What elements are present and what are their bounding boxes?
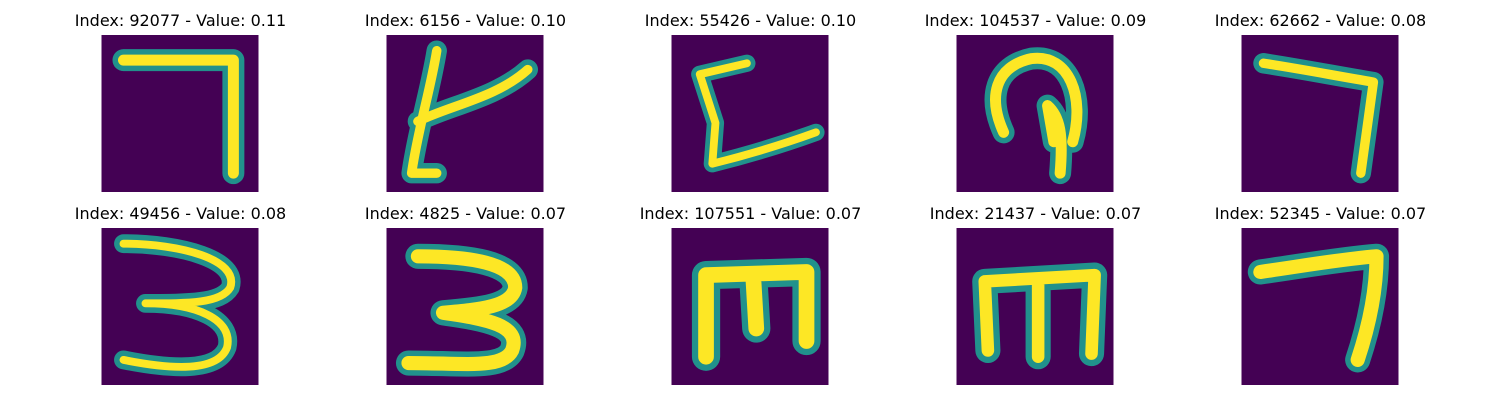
handwritten-3-glyph-icon xyxy=(386,228,544,385)
panel-2: Index: 6156 - Value: 0.10 xyxy=(323,0,608,192)
panel-title: Index: 55426 - Value: 0.10 xyxy=(644,11,857,30)
panel-1: Index: 92077 - Value: 0.11 xyxy=(38,0,323,192)
handwritten-c-like-glyph-icon xyxy=(671,35,829,192)
panel-10: Index: 52345 - Value: 0.07 xyxy=(1178,193,1463,385)
handwritten-m-glyph-icon xyxy=(671,228,829,385)
handwritten-7-glyph-icon xyxy=(1241,35,1399,192)
panel-title: Index: 6156 - Value: 0.10 xyxy=(364,11,567,30)
panel-title: Index: 104537 - Value: 0.09 xyxy=(924,11,1147,30)
panel-4: Index: 104537 - Value: 0.09 xyxy=(893,0,1178,192)
panel-3: Index: 55426 - Value: 0.10 xyxy=(608,0,893,192)
panel-5: Index: 62662 - Value: 0.08 xyxy=(1178,0,1463,192)
panel-title: Index: 21437 - Value: 0.07 xyxy=(929,204,1142,223)
panel-9: Index: 21437 - Value: 0.07 xyxy=(893,193,1178,385)
handwritten-k-like-glyph-icon xyxy=(386,35,544,192)
handwritten-m-glyph-icon xyxy=(956,228,1114,385)
panel-6: Index: 49456 - Value: 0.08 xyxy=(38,193,323,385)
panel-7: Index: 4825 - Value: 0.07 xyxy=(323,193,608,385)
handwritten-3-glyph-icon xyxy=(101,228,259,385)
handwritten-7-glyph-icon xyxy=(1241,228,1399,385)
handwritten-loop-glyph-icon xyxy=(956,35,1114,192)
panel-title: Index: 52345 - Value: 0.07 xyxy=(1214,204,1427,223)
panel-title: Index: 4825 - Value: 0.07 xyxy=(364,204,567,223)
panel-title: Index: 49456 - Value: 0.08 xyxy=(74,204,287,223)
handwritten-7-glyph-icon xyxy=(101,35,259,192)
panel-8: Index: 107551 - Value: 0.07 xyxy=(608,193,893,385)
panel-title: Index: 62662 - Value: 0.08 xyxy=(1214,11,1427,30)
panel-title: Index: 92077 - Value: 0.11 xyxy=(74,11,287,30)
panel-title: Index: 107551 - Value: 0.07 xyxy=(639,204,862,223)
